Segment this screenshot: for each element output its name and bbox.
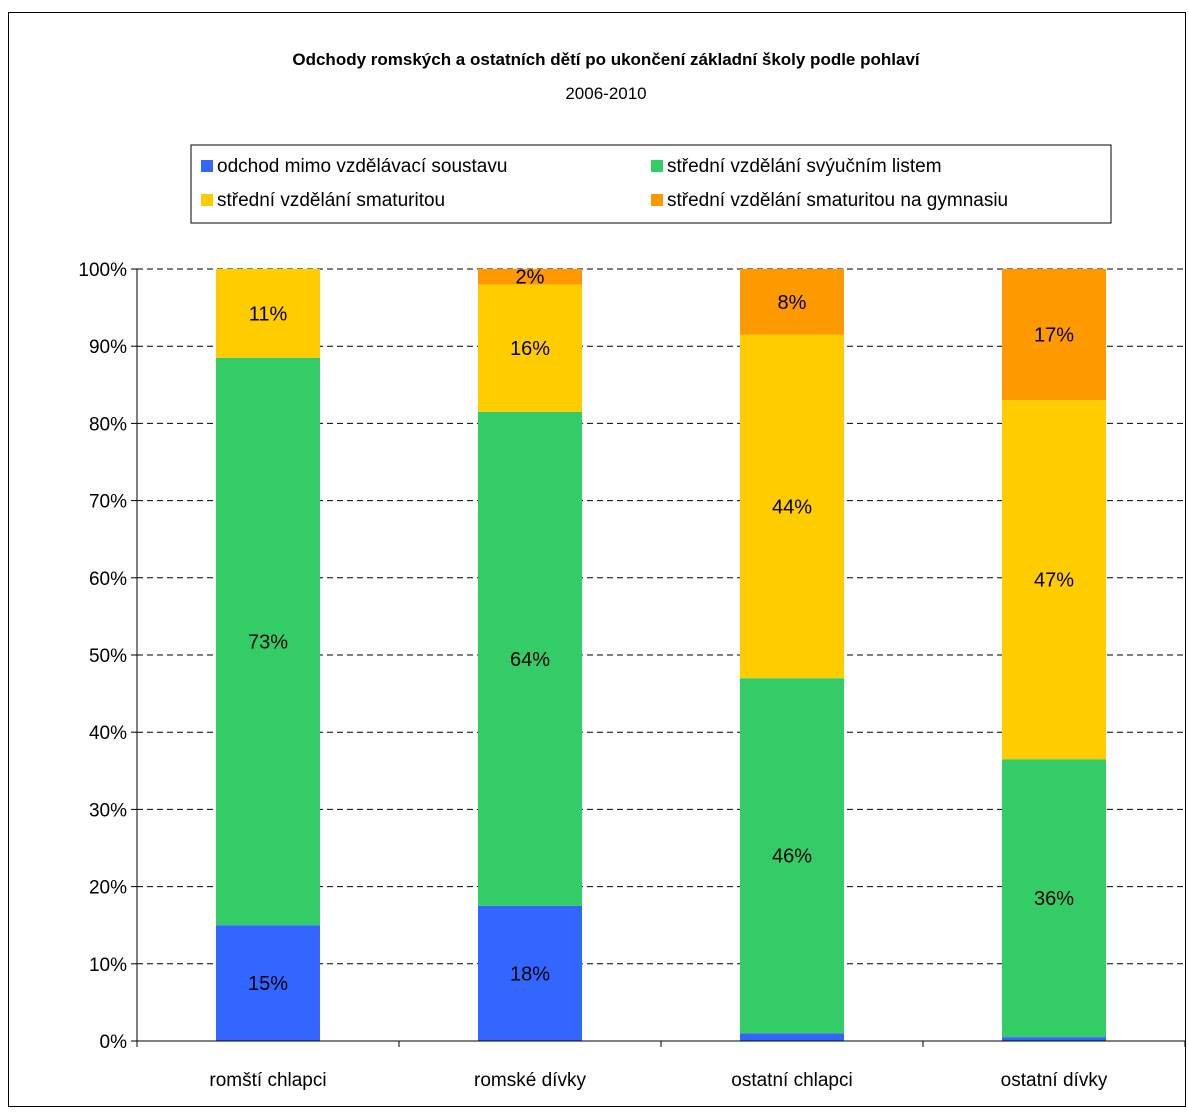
legend-label-4: střední vzdělání smaturitou na gymnasiu bbox=[667, 190, 1008, 211]
data-label: 47% bbox=[1034, 570, 1074, 592]
bar-segment-3 bbox=[216, 269, 320, 358]
legend-swatch-1 bbox=[201, 160, 213, 172]
bar-segment-1 bbox=[740, 1033, 844, 1041]
bar-segment-2 bbox=[216, 357, 320, 926]
data-label: 16% bbox=[510, 338, 550, 360]
bar-segment-2 bbox=[740, 678, 844, 1034]
bar-segment-2 bbox=[478, 411, 582, 906]
y-tick-label: 20% bbox=[89, 878, 127, 899]
bar-segment-3 bbox=[1002, 400, 1106, 760]
x-category-label: romští chlapci bbox=[209, 1070, 326, 1091]
x-category-label: ostatní dívky bbox=[1001, 1070, 1108, 1091]
bar-segment-1 bbox=[216, 925, 320, 1041]
stacked-bar-chart: Odchody romských a ostatních dětí po uko… bbox=[78, 50, 1185, 1091]
legend-swatch-2 bbox=[651, 160, 663, 172]
data-label: 44% bbox=[772, 496, 812, 518]
bar-segment-1 bbox=[478, 905, 582, 1041]
x-category-label: romské dívky bbox=[474, 1070, 586, 1091]
data-label: 11% bbox=[249, 303, 288, 325]
y-tick-label: 90% bbox=[89, 337, 127, 358]
data-label: 64% bbox=[510, 649, 550, 671]
y-tick-label: 40% bbox=[89, 723, 127, 744]
data-label: 15% bbox=[248, 973, 288, 995]
x-category-label: ostatní chlapci bbox=[731, 1070, 852, 1091]
legend-box bbox=[190, 144, 1112, 224]
legend-label-2: střední vzdělání svýučním listem bbox=[667, 156, 942, 177]
bar-segment-1 bbox=[1002, 1037, 1106, 1041]
bar-segment-2 bbox=[1002, 759, 1106, 1038]
data-label: 36% bbox=[1034, 888, 1074, 910]
bar-segment-4 bbox=[740, 269, 844, 335]
y-tick-label: 100% bbox=[78, 260, 127, 281]
y-tick-label: 80% bbox=[89, 414, 127, 435]
bar-segment-4 bbox=[478, 269, 582, 285]
chart-subtitle: 2006-2010 bbox=[565, 84, 646, 103]
data-label: 46% bbox=[772, 846, 812, 868]
y-tick-label: 60% bbox=[89, 569, 127, 590]
y-tick-label: 70% bbox=[89, 492, 127, 513]
legend-swatch-4 bbox=[651, 194, 663, 206]
legend: odchod mimo vzdělávací soustavu střední v… bbox=[190, 144, 1112, 224]
y-tick-label: 50% bbox=[89, 646, 127, 667]
chart-frame: Odchody romských a ostatních dětí po uko… bbox=[8, 12, 1186, 1107]
legend-label-3: střední vzdělání smaturitou bbox=[217, 190, 445, 211]
y-tick-label: 0% bbox=[100, 1032, 128, 1053]
bar-segment-4 bbox=[1002, 269, 1106, 401]
bar-segment-3 bbox=[740, 334, 844, 679]
y-tick-label: 30% bbox=[89, 800, 127, 821]
data-label: 18% bbox=[510, 963, 550, 985]
plot-area: 0% 10% 20% 30% 40% 50% 60% 70% 80% 90% 100% 15% 73% 1… bbox=[78, 260, 1185, 1091]
data-label: 17% bbox=[1034, 325, 1074, 347]
legend-swatch-3 bbox=[201, 194, 213, 206]
bar-segment-3 bbox=[478, 284, 582, 412]
data-label: 8% bbox=[778, 292, 807, 314]
y-tick-label: 10% bbox=[89, 955, 127, 976]
legend-label-1: odchod mimo vzdělávací soustavu bbox=[217, 156, 507, 177]
data-label: 73% bbox=[248, 631, 288, 653]
chart-title: Odchody romských a ostatních dětí po uko… bbox=[292, 50, 921, 69]
data-label: 2% bbox=[516, 267, 545, 289]
